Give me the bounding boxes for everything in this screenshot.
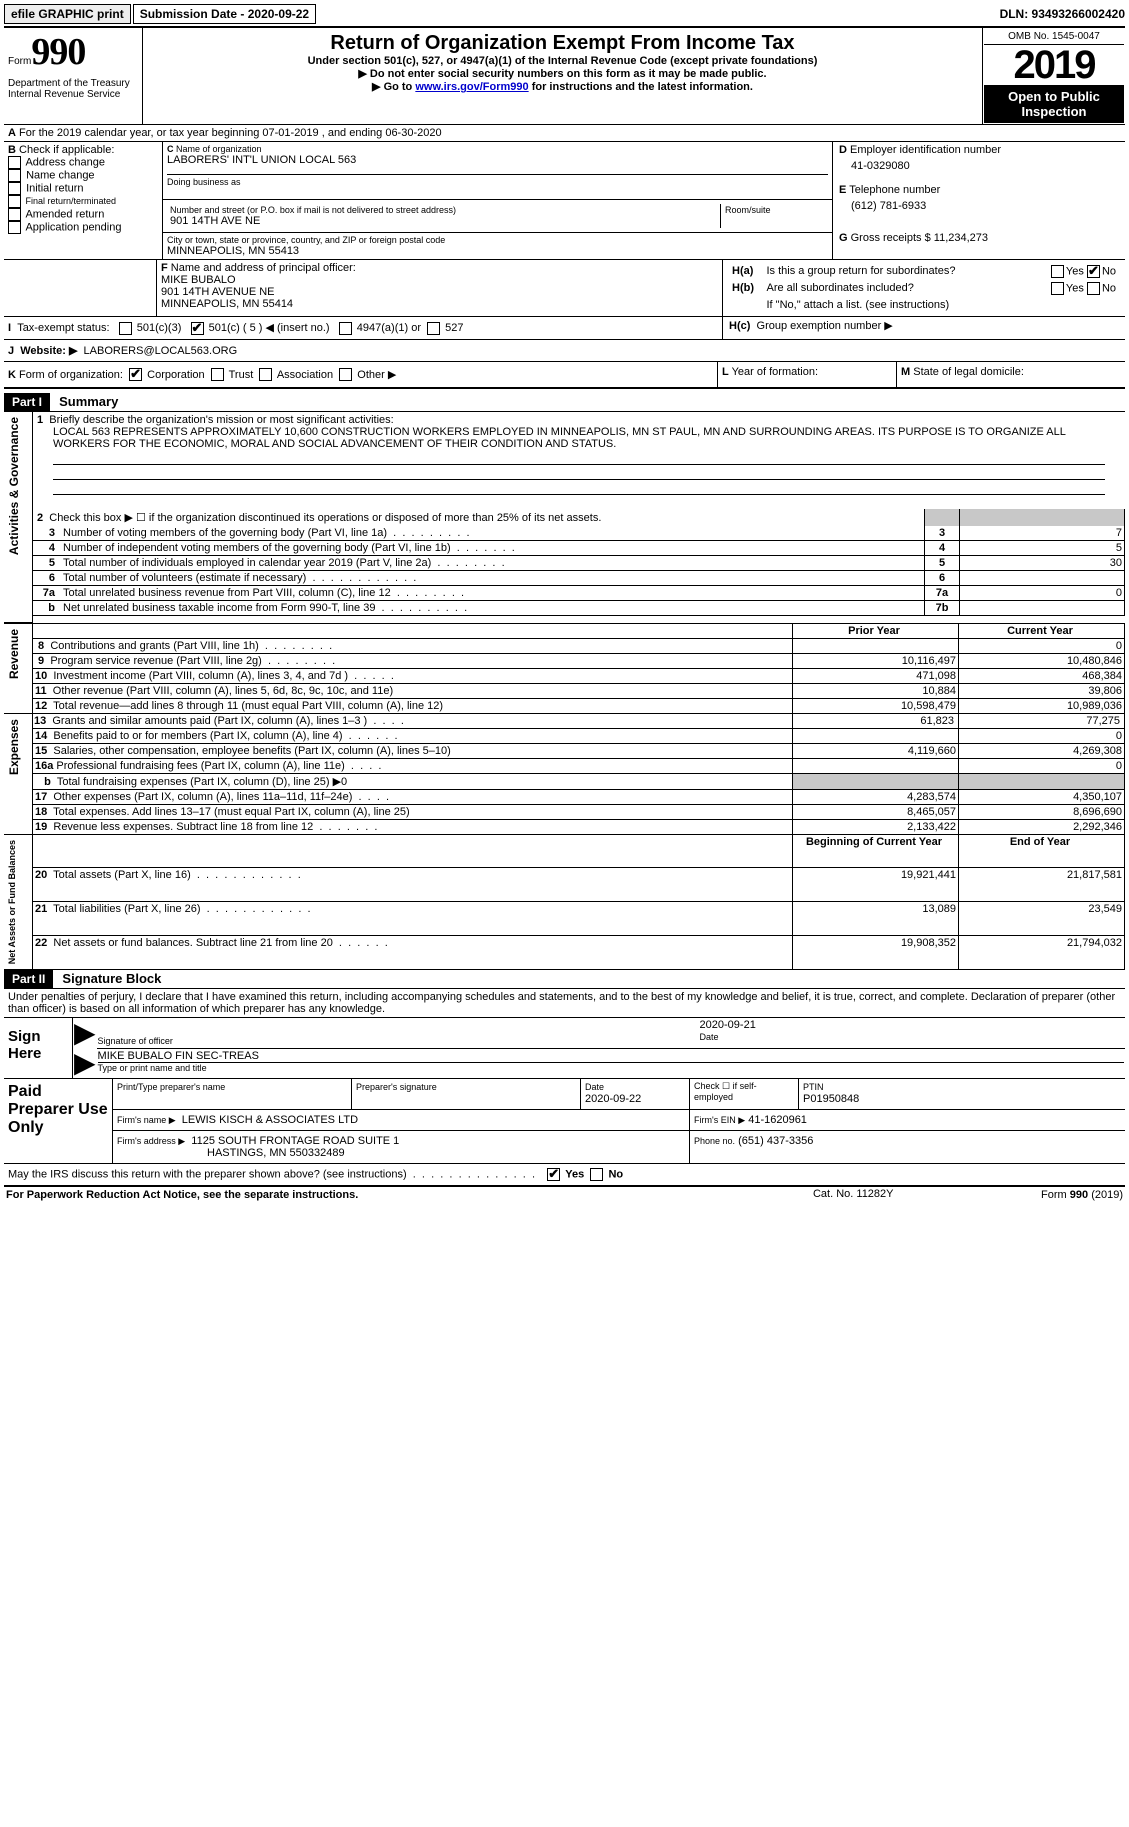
ein-label: Employer identification number — [850, 144, 1001, 156]
org-address: 901 14TH AVE NE — [170, 215, 717, 227]
paid-preparer-block: Paid Preparer Use Only Print/Type prepar… — [4, 1079, 1125, 1164]
submission-date: Submission Date - 2020-09-22 — [133, 4, 316, 24]
discuss-row: May the IRS discuss this return with the… — [4, 1164, 1125, 1187]
chk-initial[interactable] — [8, 182, 21, 195]
sign-arrow-icon: ▶ — [74, 1017, 96, 1048]
perjury-declaration: Under penalties of perjury, I declare th… — [4, 989, 1125, 1018]
tax-year: 2019 — [984, 45, 1124, 85]
ein-value: 41-0329080 — [839, 156, 1119, 184]
identity-block: B Check if applicable: Address change Na… — [4, 142, 1125, 259]
ssn-warning: ▶ Do not enter social security numbers o… — [147, 67, 978, 80]
firm-name: LEWIS KISCH & ASSOCIATES LTD — [182, 1114, 358, 1126]
part2-header: Part II Signature Block — [4, 970, 1125, 989]
vtab-ag: Activities & Governance — [5, 413, 23, 559]
mission-text: LOCAL 563 REPRESENTS APPROXIMATELY 10,60… — [37, 426, 1121, 450]
chk-name[interactable] — [8, 169, 21, 182]
phone-label: Telephone number — [849, 184, 940, 196]
top-bar: efile GRAPHIC print Submission Date - 20… — [4, 4, 1125, 28]
footer: For Paperwork Reduction Act Notice, see … — [4, 1187, 1125, 1203]
irs-label: Internal Revenue Service — [8, 89, 138, 100]
website-row: J Website: ▶ LABORERS@LOCAL563.ORG — [4, 339, 1125, 362]
chk-pending[interactable] — [8, 221, 21, 234]
netassets-table: Net Assets or Fund Balances Beginning of… — [4, 835, 1125, 970]
form-header: Form990 Department of the Treasury Inter… — [4, 28, 1125, 124]
ptin: P01950848 — [803, 1093, 859, 1105]
vtab-rev: Revenue — [5, 625, 23, 683]
open-inspection: Open to Public Inspection — [984, 85, 1124, 123]
form-title: Return of Organization Exempt From Incom… — [147, 32, 978, 55]
part1-header: Part I Summary — [4, 393, 1125, 412]
revenue-table: Revenue Prior Year Current Year 8 Contri… — [4, 623, 1125, 714]
goto-link: ▶ Go to www.irs.gov/Form990 for instruct… — [147, 80, 978, 93]
form-label: Form — [8, 56, 31, 67]
irs-link[interactable]: www.irs.gov/Form990 — [415, 81, 528, 93]
chk-final[interactable] — [8, 195, 21, 208]
officer-name: MIKE BUBALO — [161, 274, 236, 286]
vtab-exp: Expenses — [5, 715, 23, 779]
form-subtitle: Under section 501(c), 527, or 4947(a)(1)… — [147, 55, 978, 67]
dept-treasury: Department of the Treasury — [8, 78, 138, 89]
form-number: 990 — [31, 31, 85, 73]
website-value: LABORERS@LOCAL563.ORG — [84, 345, 238, 357]
org-name: LABORERS' INT'L UNION LOCAL 563 — [167, 154, 828, 166]
summary-table: Activities & Governance 1 Briefly descri… — [4, 412, 1125, 623]
org-city: MINNEAPOLIS, MN 55413 — [167, 245, 828, 257]
chk-amended[interactable] — [8, 208, 21, 221]
officer-block: F Name and address of principal officer:… — [4, 259, 1125, 316]
gross-receipts: 11,234,273 — [934, 232, 988, 244]
phone-value: (612) 781-6933 — [839, 196, 1119, 224]
chk-address[interactable] — [8, 156, 21, 169]
expenses-table: Expenses 13 Grants and similar amounts p… — [4, 714, 1125, 835]
vtab-na: Net Assets or Fund Balances — [5, 836, 19, 968]
officer-name-title: MIKE BUBALO FIN SEC-TREAS — [98, 1050, 1124, 1062]
efile-badge: efile GRAPHIC print — [4, 4, 131, 24]
sign-here-block: Sign Here ▶ Signature of officer 2020-09… — [4, 1018, 1125, 1080]
period-row: A For the 2019 calendar year, or tax yea… — [4, 124, 1125, 142]
dln: DLN: 93493266002420 — [1000, 7, 1125, 21]
boxB-label: Check if applicable: — [19, 144, 114, 156]
